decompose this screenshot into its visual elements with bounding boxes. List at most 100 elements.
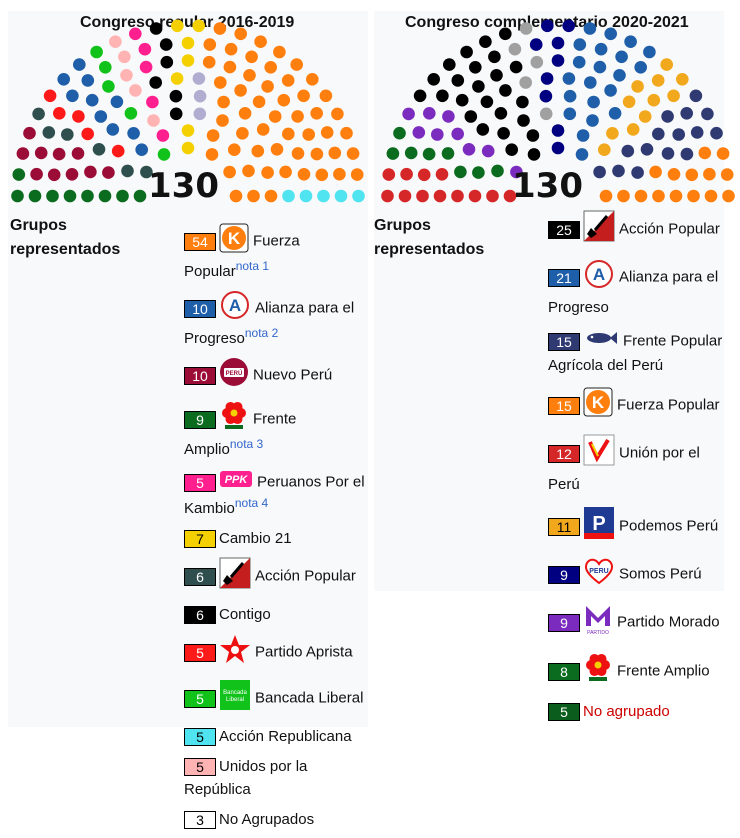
seat-accion-popular xyxy=(497,127,510,140)
seat-fuerza-popular xyxy=(279,165,292,179)
svg-text:Bancada: Bancada xyxy=(223,690,247,696)
seat-fuerza-popular xyxy=(333,167,346,181)
seat-alianza-para-el-progreso xyxy=(106,123,120,136)
seat-podemos-peru xyxy=(667,89,680,103)
seat-count-box: 9 xyxy=(548,613,580,632)
seat-fuerza-popular xyxy=(617,189,630,203)
seat-fuerza-popular xyxy=(297,168,311,181)
seat-count-box: 10 xyxy=(184,366,216,385)
seat-podemos-peru xyxy=(647,93,661,107)
seat-fuerza-popular xyxy=(703,167,716,181)
seat-frente-popular-agricola-del-peru xyxy=(680,147,694,161)
seat-count-box: 5 xyxy=(184,758,216,777)
seat-fuerza-popular xyxy=(229,189,243,203)
seat-frente-popular-agricola-del-peru xyxy=(690,126,704,139)
footnote-link[interactable]: nota 2 xyxy=(244,326,279,340)
seat-contigo xyxy=(149,76,162,89)
footnote-link[interactable]: nota 1 xyxy=(235,259,270,273)
seat-union-por-el-peru xyxy=(435,168,449,181)
party-name: Bancada Liberal xyxy=(255,689,364,707)
seat-alianza-para-el-progreso xyxy=(593,60,607,74)
seat-fuerza-popular xyxy=(247,189,260,203)
seat-fuerza-popular xyxy=(346,147,360,160)
seat-accion-popular xyxy=(92,143,106,156)
seat-count-box: 54 xyxy=(184,232,216,251)
seat-alianza-para-el-progreso xyxy=(575,148,589,161)
seat-fuerza-popular xyxy=(649,165,662,179)
svg-text:K: K xyxy=(592,393,605,412)
seat-accion-popular xyxy=(472,80,485,93)
seat-count-box: 8 xyxy=(548,662,580,681)
seat-accion-republicana xyxy=(352,189,365,203)
seat-partido-morado xyxy=(442,110,455,123)
seat-fuerza-popular xyxy=(234,84,247,97)
seat-somos-peru xyxy=(541,19,554,33)
legend-regular: 54 K Fuerza Popularnota 1 10 A Alianza para e… xyxy=(184,223,366,838)
total-seats-complementario: 130 xyxy=(512,166,583,206)
seat-partido-aprista xyxy=(72,110,85,123)
legend-item: 6 Acción Popular xyxy=(184,557,366,596)
seat-frente-popular-agricola-del-peru xyxy=(593,165,606,179)
seat-frente-amplio xyxy=(393,126,406,140)
seat-count-box: 9 xyxy=(548,565,580,584)
somos-peru-logo-icon: PERU xyxy=(583,557,615,592)
seat-fuerza-popular xyxy=(669,189,683,203)
legend-item: 12 Unión por el Perú xyxy=(548,434,724,496)
seat-nuevo-peru xyxy=(30,167,43,181)
seat-podemos-peru xyxy=(676,73,689,86)
seat-fuerza-popular xyxy=(217,95,230,109)
seat-accion-republicana xyxy=(299,189,313,203)
seat-fuerza-popular xyxy=(245,50,258,64)
seat-fuerza-popular xyxy=(202,55,216,69)
seat-frente-amplio xyxy=(63,189,77,203)
seat-fuerza-popular xyxy=(268,110,282,123)
total-seats-regular: 130 xyxy=(148,166,219,206)
seat-count-box: 15 xyxy=(548,396,580,415)
seat-count-box: 10 xyxy=(184,299,216,318)
seat-alianza-para-el-progreso xyxy=(562,72,576,85)
svg-text:PPK: PPK xyxy=(225,474,249,486)
seat-alianza-para-el-progreso xyxy=(73,58,86,71)
seat-count-box: 9 xyxy=(184,410,216,429)
seat-no-agrupados xyxy=(193,107,207,121)
seat-cambio-21 xyxy=(181,141,195,155)
seat-fuerza-popular xyxy=(350,168,364,181)
bancada-liberal-logo-icon: Bancada Liberal xyxy=(219,679,251,718)
seat-frente-popular-agricola-del-peru xyxy=(680,107,693,120)
svg-text:A: A xyxy=(229,296,241,315)
seat-peruanos-por-el-kambio xyxy=(129,27,142,41)
seat-alianza-para-el-progreso xyxy=(615,50,628,64)
footnote-link[interactable]: nota 3 xyxy=(229,437,264,451)
seat-fuerza-popular xyxy=(277,93,291,107)
party-name: Nuevo Perú xyxy=(253,366,333,384)
seat-alianza-para-el-progreso xyxy=(624,35,637,48)
party-name: Partido Aprista xyxy=(255,643,353,661)
seat-count-box: 6 xyxy=(184,606,216,625)
legend-item: 9 PARTIDO Partido Morado xyxy=(548,602,724,643)
seat-union-por-el-peru xyxy=(400,167,413,181)
seat-frente-amplio xyxy=(46,189,59,203)
seat-accion-popular xyxy=(479,35,492,48)
seat-count-box: 12 xyxy=(548,444,580,463)
party-name: Acción Popular xyxy=(619,220,720,238)
footnote-link[interactable]: nota 4 xyxy=(234,496,269,510)
flower-logo-icon xyxy=(583,653,613,690)
seat-frente-popular-agricola-del-peru xyxy=(652,127,665,141)
seat-accion-popular xyxy=(42,126,56,139)
seat-fuerza-popular xyxy=(223,60,237,74)
seat-frente-popular-agricola-del-peru xyxy=(710,126,723,140)
seat-fuerza-popular xyxy=(251,144,265,158)
legend-item: 10 A Alianza para el Progresonota 2 xyxy=(184,290,366,350)
seat-somos-peru xyxy=(551,54,565,67)
seat-fuerza-popular xyxy=(264,189,278,203)
seat-fuerza-popular xyxy=(320,126,334,139)
seat-fuerza-popular xyxy=(599,189,613,203)
seat-alianza-para-el-progreso xyxy=(573,38,587,51)
seat-alianza-para-el-progreso xyxy=(608,107,622,120)
svg-text:P: P xyxy=(592,513,605,535)
seat-contigo xyxy=(159,38,173,51)
seat-accion-popular xyxy=(140,165,153,179)
legend-item: 9 Frente Amplionota 3 xyxy=(184,401,366,461)
seat-accion-popular xyxy=(526,129,540,142)
party-name: No Agrupados xyxy=(219,811,315,828)
